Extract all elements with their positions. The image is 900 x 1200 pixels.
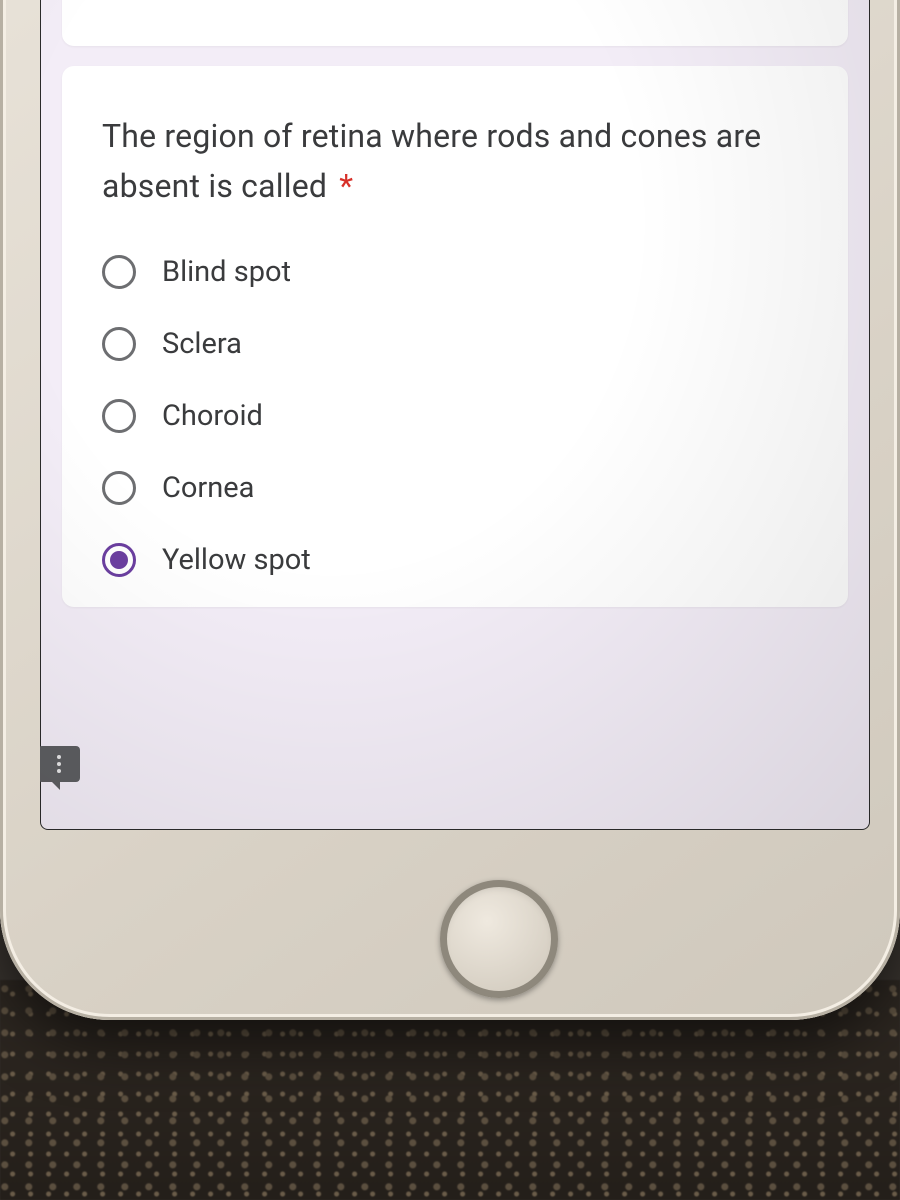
- question-text-content: The region of retina where rods and cone…: [102, 117, 761, 205]
- option-choroid[interactable]: Choroid: [102, 399, 808, 433]
- option-label: Cornea: [162, 471, 254, 505]
- option-yellow-spot[interactable]: Yellow spot: [102, 543, 808, 577]
- previous-question-card: [62, 0, 848, 46]
- options-list: Blind spot Sclera Choroid Cornea Yellow: [102, 255, 808, 577]
- radio-icon: [102, 255, 136, 289]
- feedback-icon: [57, 755, 61, 773]
- phone-screen: The region of retina where rods and cone…: [40, 0, 870, 830]
- option-label: Sclera: [162, 327, 242, 361]
- question-card: The region of retina where rods and cone…: [62, 66, 848, 607]
- radio-icon: [102, 471, 136, 505]
- option-blind-spot[interactable]: Blind spot: [102, 255, 808, 289]
- phone-device-frame: The region of retina where rods and cone…: [0, 0, 900, 1020]
- feedback-button[interactable]: [40, 746, 80, 782]
- option-cornea[interactable]: Cornea: [102, 471, 808, 505]
- radio-icon: [102, 327, 136, 361]
- radio-selected-icon: [102, 543, 136, 577]
- question-text: The region of retina where rods and cone…: [102, 112, 808, 211]
- option-label: Yellow spot: [162, 543, 311, 577]
- required-asterisk: *: [339, 167, 353, 205]
- home-button[interactable]: [440, 880, 558, 998]
- radio-icon: [102, 399, 136, 433]
- option-sclera[interactable]: Sclera: [102, 327, 808, 361]
- option-label: Blind spot: [162, 255, 291, 289]
- option-label: Choroid: [162, 399, 263, 433]
